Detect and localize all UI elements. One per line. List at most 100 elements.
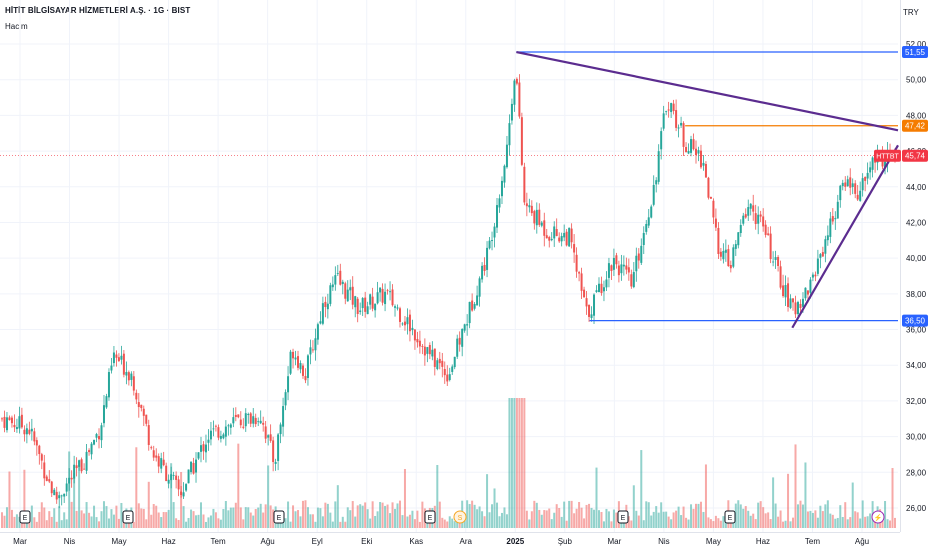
- grid-lines: [0, 0, 898, 532]
- candle-body: [866, 172, 869, 179]
- candle-body: [861, 178, 864, 191]
- volume-bar: [712, 521, 715, 528]
- candle-body: [344, 283, 347, 299]
- candle-body: [132, 376, 135, 391]
- candle-body: [523, 166, 526, 203]
- candle-body: [287, 376, 290, 393]
- volume-indicator-label[interactable]: Hacim: [5, 22, 28, 31]
- volume-bar: [384, 505, 387, 528]
- candle-body: [595, 290, 598, 293]
- event-marker[interactable]: E: [724, 510, 736, 524]
- volume-bar: [568, 500, 571, 528]
- candle-body: [749, 203, 752, 209]
- candle-body: [319, 321, 322, 324]
- volume-bar: [187, 517, 190, 528]
- volume-bar: [525, 510, 528, 528]
- volume-bar: [769, 519, 772, 528]
- volume-bar: [152, 504, 155, 528]
- price-tag[interactable]: 51,55: [902, 46, 928, 59]
- volume-bar: [468, 504, 471, 528]
- currency-label[interactable]: TRY: [903, 8, 919, 17]
- candle-body: [227, 425, 230, 427]
- candle-body: [411, 327, 414, 331]
- volume-bar: [518, 398, 521, 528]
- chart-header-title: HİTİT BİLGİSAYAR HİZMETLERİ A.Ş. · 1G · …: [5, 6, 191, 15]
- candle-body: [565, 231, 568, 246]
- event-marker[interactable]: E: [19, 510, 31, 524]
- candle-body: [597, 283, 600, 293]
- event-marker[interactable]: ⚡: [871, 510, 885, 524]
- volume-bar: [48, 511, 51, 528]
- x-tick-label: Haz: [756, 537, 770, 546]
- candle-body: [717, 227, 720, 254]
- candle-body: [63, 493, 66, 497]
- candle-body: [376, 292, 379, 304]
- event-marker[interactable]: E: [617, 510, 629, 524]
- x-tick-label: Ara: [460, 537, 473, 546]
- volume-bar: [627, 516, 630, 528]
- candle-body: [814, 274, 817, 277]
- candle-body: [846, 179, 849, 187]
- event-marker[interactable]: E: [424, 510, 436, 524]
- volume-bar: [749, 515, 752, 528]
- volume-bar: [75, 510, 78, 528]
- candle-body: [204, 444, 207, 453]
- volume-bar: [794, 444, 797, 528]
- volume-bar: [508, 398, 511, 528]
- volume-bar: [747, 510, 750, 528]
- price-axis: 52,0050,0048,0046,0044,0042,0040,0038,00…: [906, 40, 927, 513]
- volume-bar: [212, 508, 215, 528]
- candle-body: [759, 214, 762, 217]
- candle-body: [316, 324, 319, 340]
- candle-body: [413, 329, 416, 341]
- candle-body: [8, 417, 11, 421]
- volume-bar: [784, 520, 787, 528]
- candle-body: [180, 491, 183, 496]
- volume-bar: [496, 502, 499, 528]
- candle-body: [799, 303, 802, 308]
- volume-bar: [209, 515, 212, 528]
- volume-bar: [737, 500, 740, 528]
- candle-body: [297, 356, 300, 368]
- volume-bar: [528, 519, 531, 528]
- volume-bar: [150, 514, 153, 528]
- candle-body: [219, 435, 222, 439]
- candle-body: [513, 80, 516, 105]
- volume-bar: [655, 506, 658, 528]
- price-tag[interactable]: 36,50: [902, 314, 928, 327]
- x-tick-label: Eki: [361, 537, 372, 546]
- volume-bar: [739, 504, 742, 528]
- volume-bar: [831, 514, 834, 528]
- candle-body: [553, 226, 556, 239]
- candle-body: [466, 324, 469, 326]
- volume-bar: [824, 504, 827, 528]
- time-axis-separator: [0, 532, 900, 533]
- event-marker[interactable]: S: [453, 510, 467, 524]
- candle-body: [839, 185, 842, 201]
- price-tag[interactable]: 47,42: [902, 119, 928, 132]
- event-marker[interactable]: E: [273, 510, 285, 524]
- volume-bar: [585, 504, 588, 528]
- volume-bar: [80, 510, 83, 528]
- candle-body: [406, 317, 409, 325]
- price-tag[interactable]: 45,74 HTTBT: [874, 149, 928, 162]
- candle-body: [224, 426, 227, 437]
- candle-body: [742, 215, 745, 224]
- volume-bar: [719, 520, 722, 528]
- volume-bar: [836, 517, 839, 528]
- candle-body: [10, 417, 13, 424]
- candle-body: [819, 254, 822, 258]
- candle-body: [617, 265, 620, 276]
- candle-body: [155, 455, 158, 458]
- volume-bar: [349, 510, 352, 528]
- candle-body: [821, 252, 824, 257]
- candle-body: [349, 287, 352, 291]
- volume-bar: [107, 518, 110, 528]
- volume-bar: [267, 465, 270, 528]
- candle-body: [3, 416, 6, 428]
- event-marker[interactable]: E: [122, 510, 134, 524]
- candle-body: [115, 354, 118, 358]
- volume-bar: [854, 511, 857, 528]
- volume-bar: [249, 512, 252, 528]
